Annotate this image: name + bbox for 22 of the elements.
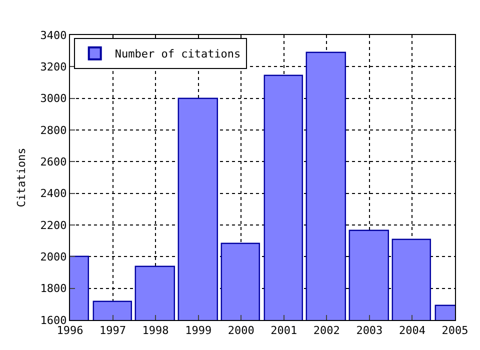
y-tick-label: 1600: [40, 314, 67, 327]
x-tick-label: 2005: [442, 324, 468, 338]
y-tick-label: 2800: [40, 124, 67, 137]
y-tick-label: 2600: [40, 156, 67, 169]
x-tick-label: 1997: [100, 324, 126, 338]
x-tick-label: 2001: [270, 324, 298, 338]
y-tick-label: 3200: [40, 60, 67, 74]
x-tick-label: 1996: [56, 324, 84, 338]
legend-label: Number of citations: [114, 48, 241, 61]
y-tick-label: 2000: [40, 250, 67, 264]
x-tick-label: 2003: [356, 324, 383, 338]
x-tick-label: 2002: [313, 324, 340, 338]
x-tick-label: 1998: [142, 324, 169, 338]
y-tick-label: 3000: [40, 92, 67, 106]
y-tick-label: 3400: [40, 28, 67, 42]
x-tick-label: 2004: [398, 324, 426, 338]
y-axis-title: Citations: [14, 148, 28, 208]
y-tick-label: 2400: [40, 187, 67, 200]
y-tick-label: 1800: [40, 282, 67, 296]
x-tick-label: 1999: [185, 324, 212, 338]
x-tick-label: 2000: [228, 324, 254, 338]
y-tick-label: 2200: [40, 218, 67, 232]
